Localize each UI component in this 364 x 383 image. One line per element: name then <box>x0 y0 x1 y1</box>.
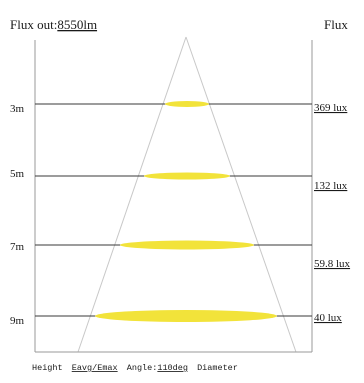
height-label: 9m <box>10 315 25 327</box>
lux-label: 369 lux <box>314 102 348 114</box>
lux-label: 132 lux <box>314 180 348 192</box>
footer-angle-value: 110deg <box>157 363 188 373</box>
footer-height: Height <box>32 363 63 373</box>
lux-label: 40 lux <box>314 312 342 324</box>
height-label: 7m <box>10 241 25 253</box>
row-3m: 3m 369 lux <box>10 101 348 115</box>
lux-label: 59.8 lux <box>314 258 351 270</box>
footer-angle-prefix: Angle: <box>127 363 158 373</box>
height-label: 5m <box>10 168 25 180</box>
footer-legend: Height Eavg/Emax Angle:110deg Diameter <box>32 363 238 373</box>
height-label: 3m <box>10 103 25 115</box>
row-9m: 9m 40 lux <box>10 310 342 327</box>
row-5m: 5m 132 lux <box>10 168 348 192</box>
flux-out-value: 8550lm <box>57 17 97 32</box>
row-7m: 7m 59.8 lux <box>10 240 351 270</box>
flux-right-label: Flux <box>324 17 348 32</box>
light-spot <box>95 310 277 322</box>
light-spot <box>165 101 209 107</box>
footer-eavg-emax: Eavg/Emax <box>72 363 118 373</box>
cone-left-edge <box>77 36 187 353</box>
flux-out-prefix: Flux out: <box>10 17 57 32</box>
light-spot <box>120 240 254 250</box>
cone-right-edge <box>185 36 297 353</box>
light-spot <box>144 172 230 180</box>
flux-out-label: Flux out:8550lm <box>10 17 97 32</box>
footer-diameter: Diameter <box>197 363 238 373</box>
